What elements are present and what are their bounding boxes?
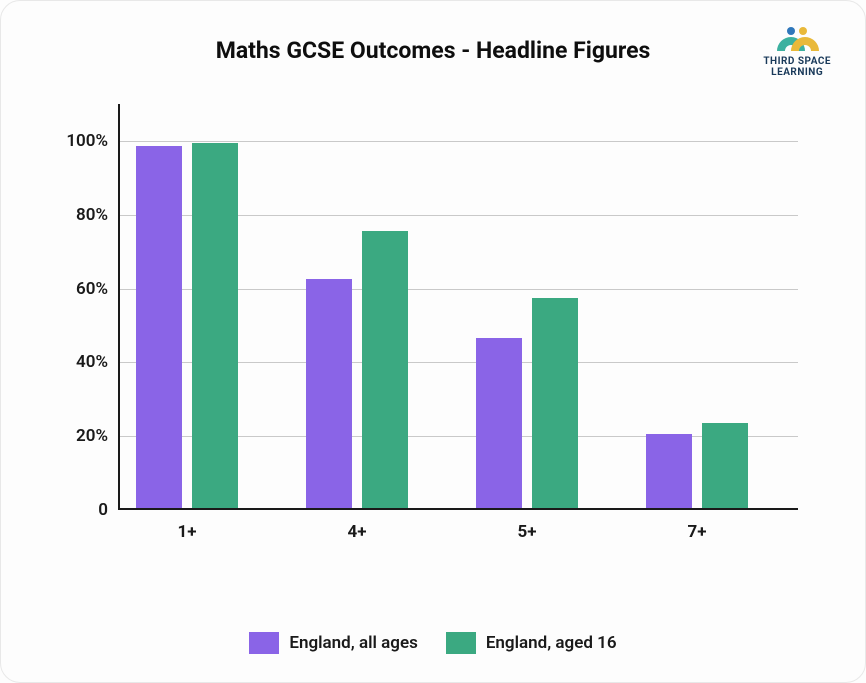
plot-region: 020%40%60%80%100%1+4+5+7+: [118, 104, 798, 510]
legend-item: England, all ages: [249, 632, 417, 654]
y-axis-label: 0: [98, 500, 120, 520]
bar: [192, 143, 238, 508]
logo-text-line2: LEARNING: [763, 68, 831, 79]
legend-swatch: [249, 632, 279, 654]
bar: [646, 434, 692, 508]
bar: [136, 146, 182, 508]
legend-label: England, aged 16: [486, 633, 617, 653]
y-axis-label: 20%: [76, 426, 120, 446]
y-axis-label: 40%: [76, 352, 120, 372]
legend-label: England, all ages: [289, 633, 417, 653]
brand-logo: THIRD SPACE LEARNING: [763, 25, 831, 78]
legend: England, all ages England, aged 16: [37, 632, 829, 654]
chart-title: Maths GCSE Outcomes - Headline Figures: [37, 37, 829, 64]
bar: [362, 231, 408, 508]
y-axis-label: 80%: [76, 205, 120, 225]
logo-text-line1: THIRD SPACE: [763, 57, 831, 68]
y-axis-label: 60%: [76, 279, 120, 299]
x-axis-label: 4+: [347, 508, 366, 542]
logo-icon: [771, 25, 823, 55]
x-axis-label: 1+: [177, 508, 196, 542]
chart-area: 0 20% 40% 60% 80% 100% 1+ 4+ 5+ 7+: [48, 94, 818, 562]
bar: [476, 338, 522, 508]
chart-card: THIRD SPACE LEARNING Maths GCSE Outcomes…: [0, 0, 866, 683]
bar: [306, 279, 352, 508]
bar: [702, 423, 748, 508]
legend-item: England, aged 16: [446, 632, 617, 654]
x-axis-label: 7+: [687, 508, 706, 542]
bar: [532, 298, 578, 508]
x-axis-label: 5+: [517, 508, 536, 542]
y-axis-label: 100%: [66, 131, 120, 151]
legend-swatch: [446, 632, 476, 654]
